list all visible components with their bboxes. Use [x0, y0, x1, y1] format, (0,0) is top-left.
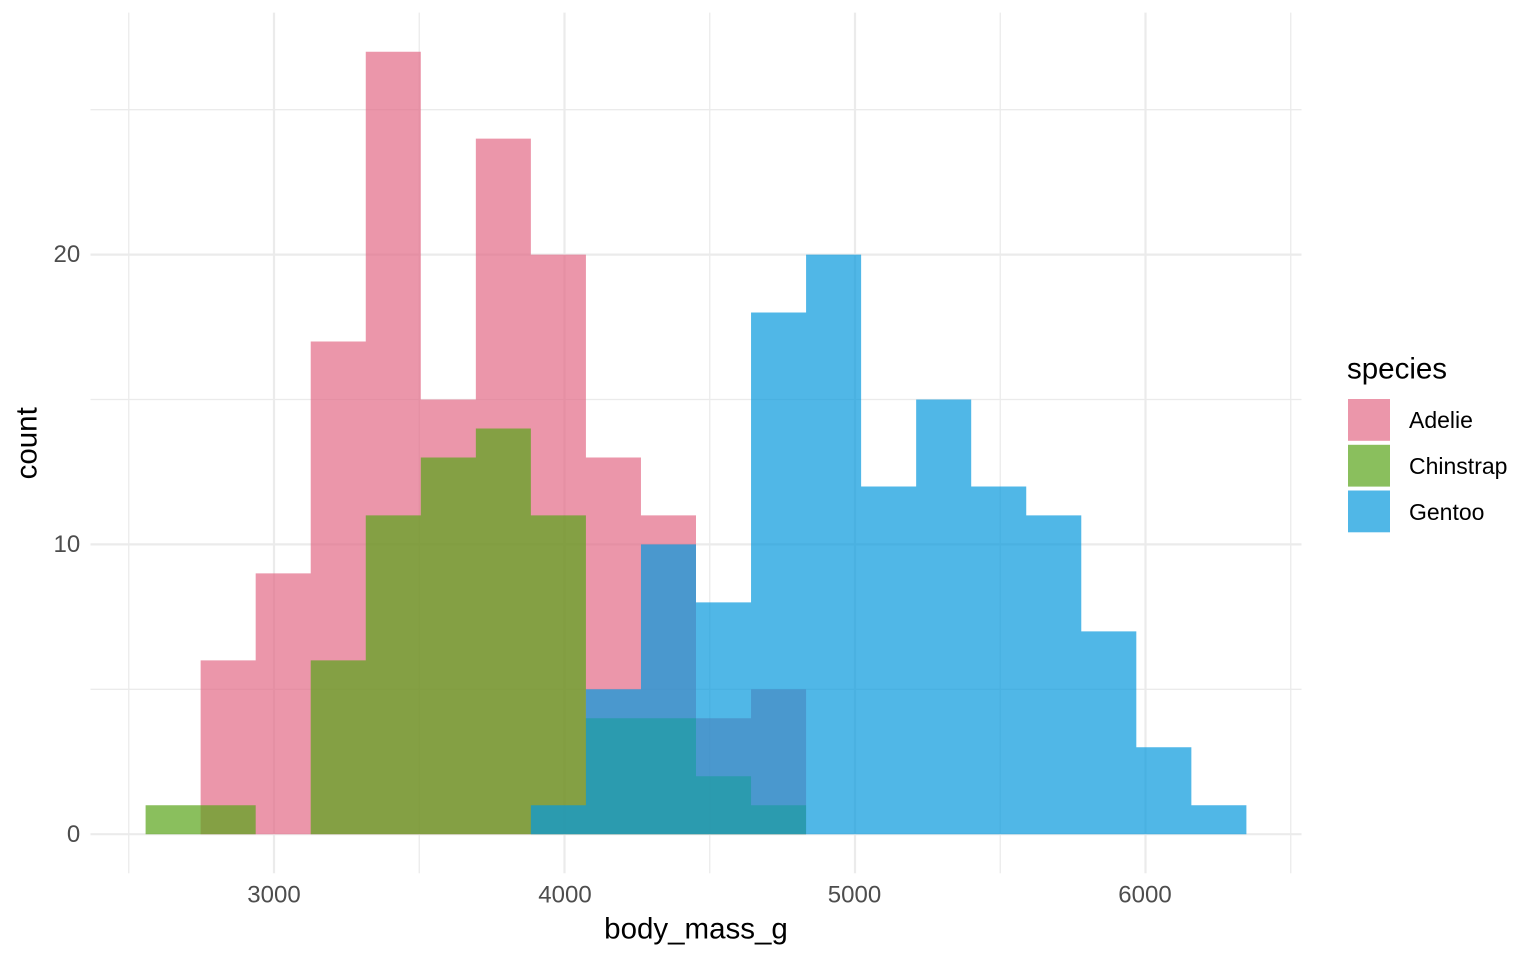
svg-text:4000: 4000	[538, 882, 591, 909]
svg-text:species: species	[1347, 353, 1447, 386]
svg-text:Adelie: Adelie	[1409, 407, 1473, 433]
svg-text:3000: 3000	[247, 882, 300, 909]
svg-text:count: count	[11, 407, 44, 479]
svg-text:Chinstrap: Chinstrap	[1409, 453, 1507, 479]
svg-text:5000: 5000	[828, 882, 881, 909]
svg-text:body_mass_g: body_mass_g	[604, 913, 788, 946]
svg-text:0: 0	[67, 821, 80, 848]
svg-text:10: 10	[53, 531, 80, 558]
svg-text:Gentoo: Gentoo	[1409, 499, 1484, 525]
svg-text:20: 20	[53, 241, 80, 268]
svg-text:6000: 6000	[1118, 882, 1171, 909]
